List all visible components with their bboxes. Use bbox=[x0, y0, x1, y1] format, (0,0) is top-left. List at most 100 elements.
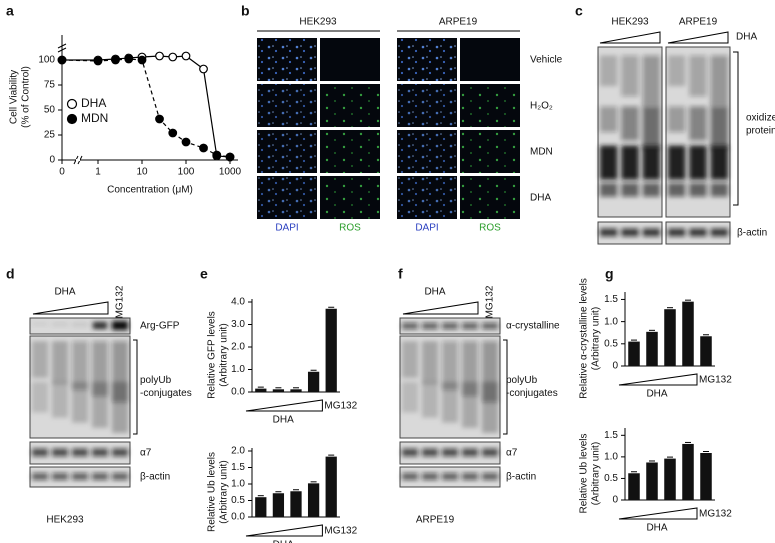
blot-band bbox=[668, 55, 686, 87]
condition-label: H₂O₂ bbox=[530, 101, 553, 112]
x-tick-label: MG132 bbox=[324, 401, 357, 412]
bar bbox=[290, 491, 302, 517]
y-tick-label: 0.5 bbox=[231, 495, 245, 506]
bracket bbox=[503, 339, 508, 435]
blot-band bbox=[442, 341, 458, 391]
treatment-label: DHA bbox=[736, 32, 757, 43]
blot-band bbox=[32, 322, 48, 326]
stain-label: DAPI bbox=[275, 223, 298, 234]
bar bbox=[255, 497, 267, 517]
blot-band bbox=[442, 322, 458, 330]
band-label: Arg-GFP bbox=[140, 321, 180, 332]
blot-band bbox=[52, 381, 68, 418]
ros-signal bbox=[460, 130, 520, 173]
blot-band bbox=[442, 448, 458, 457]
dapi-signal bbox=[397, 130, 457, 173]
blot-band bbox=[92, 448, 108, 457]
dapi-signal bbox=[257, 84, 317, 127]
panel-label: b bbox=[241, 3, 250, 19]
dose-ramp bbox=[599, 31, 661, 44]
blot-band bbox=[710, 55, 728, 107]
blot-band bbox=[402, 322, 418, 330]
stain-label: ROS bbox=[479, 223, 501, 234]
x-tick-label: MG132 bbox=[699, 509, 732, 520]
blot-band bbox=[621, 183, 639, 197]
blot-band bbox=[32, 473, 48, 480]
x-tick-label: MG132 bbox=[324, 526, 357, 537]
panel-label: f bbox=[398, 266, 403, 282]
data-point bbox=[199, 64, 208, 74]
bracket bbox=[133, 339, 138, 435]
cell-line-label: HEK293 bbox=[46, 515, 84, 526]
y-tick-label: 0.5 bbox=[604, 473, 618, 484]
control-label: MG132 bbox=[485, 285, 496, 318]
blot-band bbox=[402, 381, 418, 413]
condition-label: DHA bbox=[530, 193, 551, 204]
band-label: -conjugates bbox=[506, 388, 558, 399]
blot-band bbox=[621, 106, 639, 141]
bracket-label: protein bbox=[746, 126, 775, 137]
blot-band bbox=[422, 473, 438, 480]
blot-band bbox=[52, 322, 68, 327]
bar bbox=[325, 308, 337, 392]
bar bbox=[700, 452, 712, 500]
y-tick-label: 0 bbox=[612, 495, 618, 506]
blot-band bbox=[112, 473, 128, 480]
blot-band bbox=[93, 322, 107, 329]
ros-signal bbox=[320, 176, 380, 219]
y-tick-label: 50 bbox=[44, 105, 56, 116]
blot-band bbox=[462, 381, 478, 428]
data-point bbox=[155, 51, 164, 61]
blot-band bbox=[72, 322, 88, 328]
data-point bbox=[137, 55, 147, 65]
legend-marker bbox=[66, 98, 78, 110]
band-label: polyUb bbox=[140, 375, 172, 386]
bar bbox=[272, 493, 285, 517]
y-axis-title: (Arbitrary unit) bbox=[219, 460, 230, 523]
data-point bbox=[225, 152, 235, 162]
bar bbox=[628, 341, 640, 366]
blot-band bbox=[442, 381, 458, 423]
dose-ramp bbox=[245, 399, 323, 412]
blot-band bbox=[462, 473, 478, 480]
x-tick-label: 0 bbox=[59, 167, 65, 178]
blot-band bbox=[642, 55, 660, 107]
dapi-signal bbox=[397, 38, 457, 81]
bar bbox=[325, 456, 337, 517]
bar bbox=[290, 389, 302, 392]
y-tick-label: 1.5 bbox=[604, 294, 618, 305]
data-point bbox=[212, 150, 222, 160]
dose-ramp bbox=[618, 373, 698, 386]
blot-band bbox=[402, 341, 418, 378]
y-axis-title: Cell Viability bbox=[9, 70, 20, 124]
blot-band bbox=[668, 183, 686, 197]
bar bbox=[307, 371, 320, 392]
dapi-signal bbox=[257, 130, 317, 173]
blot-band bbox=[710, 183, 728, 197]
bracket-label: oxidized bbox=[746, 113, 775, 124]
x-tick-label: 100 bbox=[178, 167, 195, 178]
band-label: -conjugates bbox=[140, 388, 192, 399]
treatment-label: DHA bbox=[54, 287, 75, 298]
blot-band bbox=[422, 322, 438, 330]
y-tick-label: 0.0 bbox=[231, 387, 245, 398]
panel-label: g bbox=[605, 266, 614, 282]
axis-break bbox=[57, 47, 67, 53]
y-axis-title: (Arbitrary unit) bbox=[219, 323, 230, 386]
y-tick-label: 1.0 bbox=[231, 364, 245, 375]
axis-break bbox=[57, 43, 67, 49]
y-tick-label: 2.0 bbox=[231, 342, 245, 353]
data-point bbox=[199, 143, 208, 153]
blot-band bbox=[402, 448, 418, 457]
blot-band bbox=[600, 145, 618, 180]
blot-band bbox=[689, 55, 707, 97]
panel-label: e bbox=[200, 266, 208, 282]
blot-band bbox=[621, 145, 639, 180]
blot-band bbox=[462, 322, 478, 330]
blot-band bbox=[72, 448, 88, 457]
blot-band bbox=[642, 183, 660, 197]
band-label: α7 bbox=[140, 448, 152, 459]
y-tick-label: 0.0 bbox=[231, 512, 245, 523]
y-tick-label: 2.0 bbox=[231, 446, 245, 457]
x-tick-label: MG132 bbox=[699, 375, 732, 386]
